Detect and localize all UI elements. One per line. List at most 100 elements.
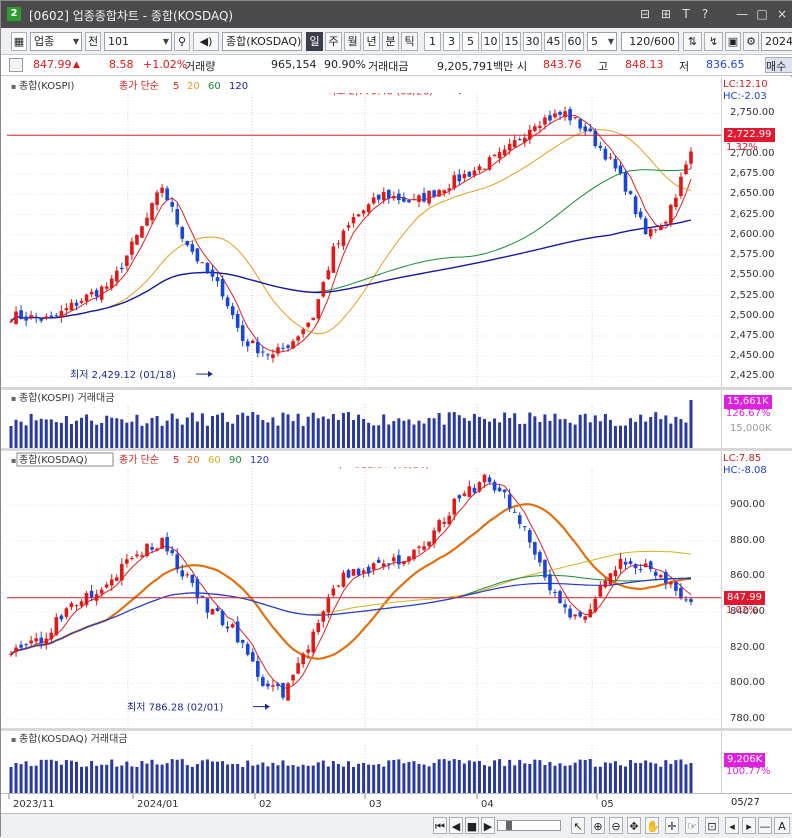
period-day[interactable]: 일	[306, 32, 323, 51]
expand-icon[interactable]: ⊞	[660, 7, 672, 21]
volume-bar	[271, 762, 275, 793]
period-tick[interactable]: 틱	[401, 32, 418, 51]
splitter[interactable]	[1, 387, 792, 390]
period-month[interactable]: 월	[344, 32, 361, 51]
candle-body	[195, 579, 200, 599]
volume-bar	[392, 421, 396, 448]
minute-select[interactable]: 5 ▼	[587, 32, 617, 51]
candle-body	[588, 609, 593, 618]
volume-bar	[29, 766, 33, 793]
kosdaq-volume-panel[interactable]: ▪ 종합(KOSDAQ) 거래대금	[7, 731, 721, 793]
candle-body	[160, 537, 164, 549]
stop-button[interactable]: ■	[465, 817, 479, 834]
volume-bar	[24, 761, 28, 793]
period-week[interactable]: 주	[325, 32, 342, 51]
kosdaq-price-panel[interactable]: 최고 922.57 (03/26)최저 786.28 (02/01)▪종합(KO…	[7, 451, 721, 728]
legend-ma-120: 120	[229, 81, 248, 92]
candle-body	[543, 117, 547, 125]
scroll-prev-button[interactable]: ◀	[449, 817, 463, 834]
count-input[interactable]: 120/600	[621, 32, 679, 51]
legend-bullet-icon: ▪	[11, 82, 16, 91]
volume-bar	[528, 763, 532, 793]
jeon-button[interactable]: 전	[85, 32, 101, 51]
volume-bar	[311, 765, 315, 793]
minute-3[interactable]: 3	[443, 32, 460, 51]
volume-bar	[533, 759, 537, 793]
chart-tools-icon[interactable]: ⇅	[683, 32, 702, 51]
quote-toggle-icon[interactable]	[9, 58, 23, 72]
splitter[interactable]	[1, 728, 792, 731]
tile-icon[interactable]: ⊟	[639, 7, 651, 21]
candle-body	[633, 564, 638, 569]
save-icon[interactable]: ▣	[725, 32, 741, 51]
period-minute[interactable]: 분	[382, 32, 399, 51]
volume-bar	[654, 412, 658, 448]
speaker-icon[interactable]: ◀)	[193, 32, 219, 51]
volume-bar	[578, 759, 582, 793]
volume-bar	[221, 761, 225, 793]
kospi-volume-panel[interactable]: ▪ 종합(KOSPI) 거래대금	[7, 390, 721, 448]
candle-body	[593, 130, 598, 147]
zoom-in-icon[interactable]: ⊕	[591, 817, 605, 834]
minute-60[interactable]: 60	[565, 32, 584, 51]
font-icon[interactable]: T	[682, 7, 690, 21]
volume-bar	[105, 764, 109, 793]
scroll-right-icon[interactable]: ▸	[742, 817, 756, 834]
scroll-left-icon[interactable]: ◂	[725, 817, 739, 834]
period-year[interactable]: 년	[363, 32, 380, 51]
market-select[interactable]: 업종 ▼	[30, 32, 82, 51]
kosdaq-volume-chart: ▪ 종합(KOSDAQ) 거래대금	[9, 733, 693, 793]
scroll-next-button[interactable]: ▶	[481, 817, 495, 834]
fit-icon[interactable]: ⊡	[705, 817, 719, 834]
search-icon[interactable]: ⚲	[174, 32, 190, 51]
minute-45[interactable]: 45	[544, 32, 563, 51]
checkbox-icon[interactable]: ▦	[11, 32, 27, 51]
volume-bar	[563, 765, 567, 793]
cursor-icon[interactable]: ↖	[571, 817, 585, 834]
candle-body	[538, 552, 542, 563]
pan-icon[interactable]: ✥	[627, 817, 641, 834]
minute-10[interactable]: 10	[481, 32, 500, 51]
hand-icon[interactable]: ✋	[645, 817, 659, 834]
candle-body	[266, 683, 270, 687]
font-size-icon[interactable]: A	[774, 817, 790, 834]
code-input[interactable]: 101 ▼	[104, 32, 172, 51]
legend-title: 종가 단순	[119, 80, 159, 92]
candle-body	[256, 341, 260, 354]
zoom-slider[interactable]	[497, 820, 561, 831]
help-icon[interactable]: ?	[701, 7, 709, 21]
volume-bar	[115, 766, 119, 793]
hand-point-icon[interactable]: ☞	[685, 817, 699, 834]
crosshair-icon[interactable]: ✛	[665, 817, 679, 834]
splitter[interactable]	[1, 448, 792, 451]
minute-1[interactable]: 1	[424, 32, 441, 51]
indicator-icon[interactable]: ↯	[704, 32, 723, 51]
candle-body	[402, 197, 406, 202]
kosdaq-volume-axis: 9,206K 100.77%	[721, 731, 792, 793]
minute-30[interactable]: 30	[523, 32, 542, 51]
candle-body	[427, 190, 431, 204]
close-icon[interactable]: ×	[776, 7, 788, 21]
y-axis-label: 2,425.00	[730, 370, 775, 382]
minute-5[interactable]: 5	[462, 32, 479, 51]
maximize-icon[interactable]: □	[756, 7, 768, 21]
candle-body	[109, 278, 114, 289]
volume-bar	[644, 421, 648, 448]
minute-15[interactable]: 15	[502, 32, 521, 51]
volume-bar	[427, 766, 431, 793]
volume-bar	[402, 420, 406, 448]
scroll-first-button[interactable]: ⏮	[433, 817, 447, 834]
panel-label-box	[16, 452, 114, 467]
volume-bar	[548, 420, 552, 448]
gear-icon[interactable]: ⚙	[743, 32, 759, 51]
candle-body	[386, 189, 391, 199]
high-value: 848.13	[625, 58, 664, 71]
minimize-icon[interactable]: —	[736, 7, 748, 21]
candle-body	[200, 595, 205, 598]
zoom-out-icon[interactable]: ⊖	[609, 817, 623, 834]
kospi-price-panel[interactable]: 최고 2,779.40 (03/26)최저 2,429.12 (01/18)▪종…	[7, 77, 721, 387]
date-input[interactable]: 2024/	[761, 32, 792, 51]
candle-body	[447, 188, 452, 191]
shrink-icon[interactable]: —	[758, 817, 772, 834]
buy-button[interactable]: 매수	[765, 57, 792, 73]
